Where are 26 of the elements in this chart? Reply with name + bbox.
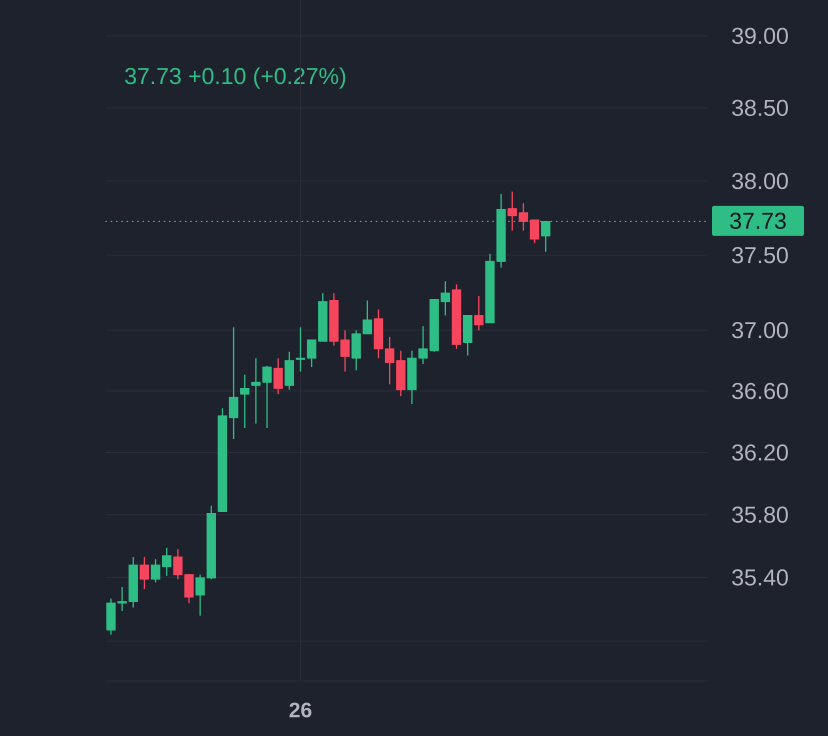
candlestick — [240, 374, 250, 429]
y-tick-label: 35.80 — [732, 506, 788, 523]
y-tick-label: 38.50 — [732, 100, 788, 116]
candlestick — [296, 326, 306, 372]
y-tick-label: 36.60 — [732, 382, 788, 400]
y-tick-label: 35.40 — [732, 569, 788, 586]
y-tick-label: 38.00 — [732, 172, 788, 190]
y-tick-label: 37.50 — [732, 247, 788, 264]
candlestick — [173, 548, 183, 580]
candlestick — [340, 330, 350, 372]
candlestick — [262, 365, 272, 429]
ref-line-label: 37.73 — [730, 212, 786, 229]
candlestick — [273, 358, 283, 395]
x-tick-label: 26 — [290, 702, 312, 718]
text: 37.73 +0.10 (+0.27%) — [125, 67, 346, 89]
candlestick — [228, 326, 238, 440]
candlestick — [150, 558, 160, 584]
candlestick — [251, 358, 261, 424]
y-tick-label: 36.20 — [732, 444, 788, 461]
y-tick-label: 37.00 — [732, 322, 788, 338]
candlestick — [140, 556, 150, 590]
candlestick — [530, 219, 540, 244]
y-tick-label: 39.00 — [732, 28, 788, 44]
candlestick — [162, 547, 172, 577]
candlestick — [474, 295, 484, 332]
candlestick — [184, 574, 194, 604]
